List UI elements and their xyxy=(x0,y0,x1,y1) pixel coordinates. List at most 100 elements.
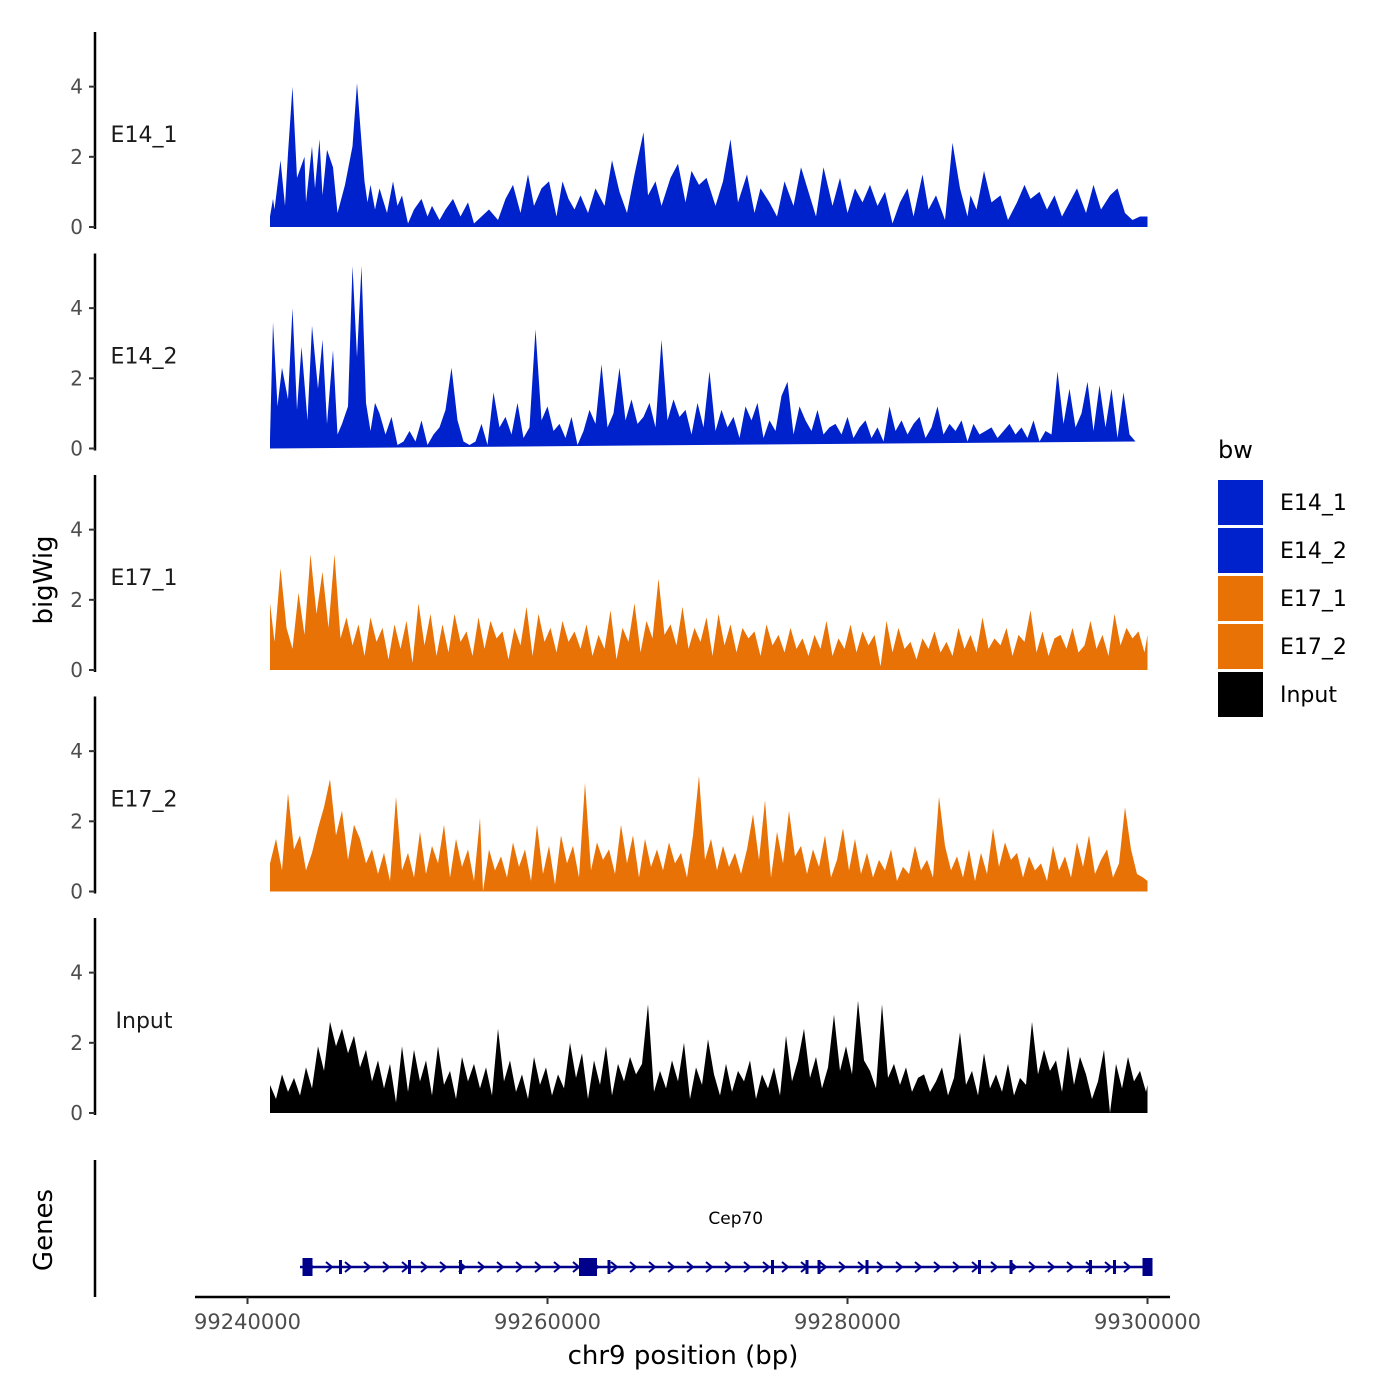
exon xyxy=(805,1260,809,1274)
signal-area-E14_2 xyxy=(270,266,1136,449)
strand-arrow xyxy=(534,1261,543,1273)
strand-arrow xyxy=(515,1261,524,1273)
strand-arrow xyxy=(743,1261,752,1273)
strand-arrow xyxy=(420,1261,429,1273)
strand-arrow xyxy=(990,1261,999,1273)
legend-swatch xyxy=(1218,480,1263,525)
exon xyxy=(1142,1258,1153,1276)
strand-arrow xyxy=(686,1261,695,1273)
legend-item-E17_2: E17_2 xyxy=(1218,624,1347,669)
track-label: E14_1 xyxy=(111,123,178,148)
exon xyxy=(1113,1260,1116,1274)
legend-item-E17_1: E17_1 xyxy=(1218,576,1347,621)
legend-label: E17_2 xyxy=(1280,635,1347,660)
strand-arrow xyxy=(667,1261,676,1273)
strand-arrow xyxy=(648,1261,657,1273)
signal-area-E14_1 xyxy=(270,83,1148,227)
gene-Cep70: Cep70 xyxy=(300,1209,1153,1276)
strand-arrow xyxy=(781,1261,790,1273)
strand-arrow xyxy=(857,1261,866,1273)
strand-arrow xyxy=(724,1261,733,1273)
legend-title: bw xyxy=(1218,436,1253,464)
track-panel-E17_1: 0 2 4 E17_1 xyxy=(70,475,1148,682)
y-tick-label: 0 xyxy=(70,215,83,239)
y-tick-label: 0 xyxy=(70,658,83,682)
legend-label: E14_2 xyxy=(1280,539,1347,564)
exon xyxy=(459,1260,462,1274)
signal-area-E17_1 xyxy=(270,554,1148,670)
strand-arrow xyxy=(439,1261,448,1273)
strand-arrow xyxy=(1047,1261,1056,1273)
y-tick-label: 2 xyxy=(70,366,83,390)
genes-axis-title: Genes xyxy=(29,1189,59,1271)
y-tick-label: 2 xyxy=(70,588,83,612)
strand-arrow xyxy=(762,1261,771,1273)
x-axis: 99240000 99260000 99280000 99300000 xyxy=(194,1295,1201,1334)
legend-label: Input xyxy=(1280,683,1337,708)
legend: bw E14_1 E14_2 E17_1 E17_2 Input xyxy=(1218,436,1347,717)
y-axis-title: bigWig xyxy=(29,535,59,624)
strand-arrow xyxy=(496,1261,505,1273)
exon xyxy=(339,1260,342,1274)
gene-label: Cep70 xyxy=(708,1209,763,1229)
x-tick-label: 99280000 xyxy=(794,1310,901,1334)
exon xyxy=(579,1258,597,1276)
legend-label: E17_1 xyxy=(1280,587,1347,612)
exon xyxy=(865,1260,869,1274)
strand-arrow xyxy=(610,1261,619,1273)
signal-area-Input xyxy=(270,1000,1148,1113)
track-panel-Input: 0 2 4 Input xyxy=(70,918,1148,1125)
x-tick-label: 99240000 xyxy=(194,1310,301,1334)
track-label: E17_2 xyxy=(111,788,178,813)
legend-swatch xyxy=(1218,528,1263,573)
x-tick-label: 99300000 xyxy=(1094,1310,1201,1334)
strand-arrow xyxy=(895,1261,904,1273)
strand-arrow xyxy=(1028,1261,1037,1273)
exon xyxy=(978,1260,981,1274)
exon xyxy=(1009,1260,1013,1274)
y-tick-label: 2 xyxy=(70,1031,83,1055)
signal-area-E17_2 xyxy=(270,775,1148,892)
legend-item-E14_2: E14_2 xyxy=(1218,528,1347,573)
strand-arrow xyxy=(629,1261,638,1273)
strand-arrow xyxy=(344,1261,353,1273)
legend-item-E14_1: E14_1 xyxy=(1218,480,1347,525)
y-tick-label: 2 xyxy=(70,809,83,833)
strand-arrow xyxy=(1104,1261,1113,1273)
track-label: Input xyxy=(116,1009,173,1034)
x-axis-title: chr9 position (bp) xyxy=(568,1341,799,1371)
x-tick-label: 99260000 xyxy=(494,1310,601,1334)
track-panel-E17_2: 0 2 4 E17_2 xyxy=(70,696,1148,904)
y-tick-label: 0 xyxy=(70,437,83,461)
strand-arrow xyxy=(876,1261,885,1273)
track-label: E17_1 xyxy=(111,566,178,591)
strand-arrow xyxy=(382,1261,391,1273)
exon xyxy=(1089,1260,1092,1274)
legend-item-Input: Input xyxy=(1218,672,1337,717)
genes-panel: Cep70 xyxy=(93,1160,1153,1297)
exon xyxy=(607,1260,611,1274)
strand-arrow xyxy=(914,1261,923,1273)
legend-swatch xyxy=(1218,624,1263,669)
legend-swatch xyxy=(1218,672,1263,717)
strand-arrow xyxy=(1066,1261,1075,1273)
strand-arrow xyxy=(933,1261,942,1273)
strand-arrow xyxy=(363,1261,372,1273)
y-tick-label: 4 xyxy=(70,296,83,320)
strand-arrow xyxy=(838,1261,847,1273)
strand-arrow xyxy=(819,1261,828,1273)
legend-items: E14_1 E14_2 E17_1 E17_2 Input xyxy=(1218,480,1347,717)
strand-arrow xyxy=(705,1261,714,1273)
strand-arrow xyxy=(325,1261,334,1273)
exon xyxy=(817,1260,821,1274)
y-tick-label: 4 xyxy=(70,739,83,763)
legend-swatch xyxy=(1218,576,1263,621)
strand-arrow xyxy=(1123,1261,1132,1273)
y-tick-label: 4 xyxy=(70,961,83,985)
exon xyxy=(302,1258,313,1276)
strand-arrow xyxy=(477,1261,486,1273)
exon xyxy=(771,1260,774,1274)
y-tick-label: 0 xyxy=(70,880,83,904)
y-tick-label: 0 xyxy=(70,1101,83,1125)
